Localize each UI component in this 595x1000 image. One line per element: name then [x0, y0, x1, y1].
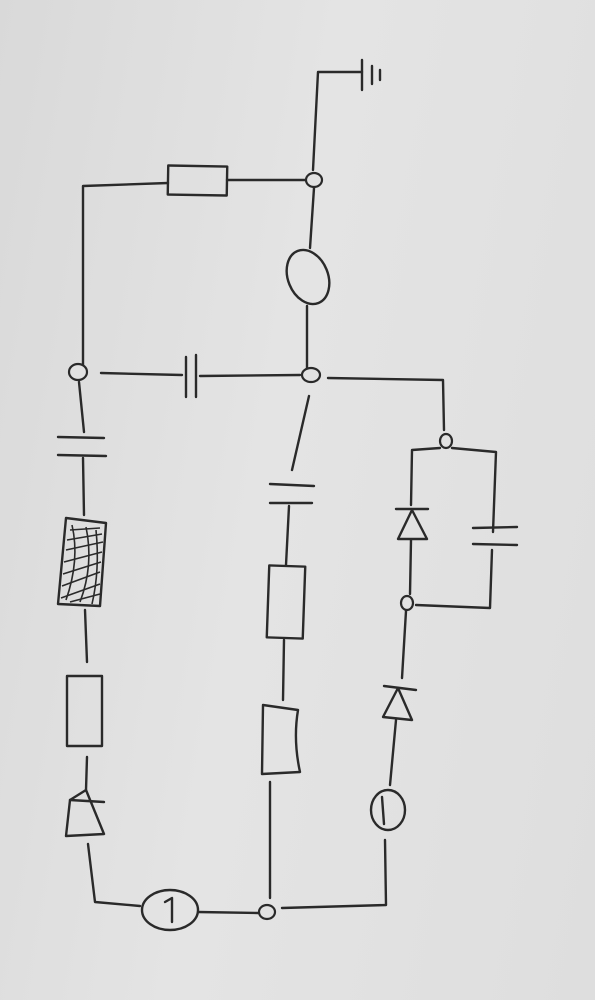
hatched-component — [56, 516, 108, 608]
wire-left-lower — [83, 608, 89, 664]
wire-top-vertical — [308, 186, 316, 250]
wire-middle-mid — [284, 504, 291, 567]
diode-left — [64, 788, 106, 838]
capacitor-horizontal — [184, 353, 198, 399]
wire-right-top — [326, 376, 446, 432]
wire-right-split — [450, 446, 498, 534]
wire-left-diode — [84, 755, 89, 792]
node-center — [300, 366, 322, 384]
wire-top-left — [81, 181, 170, 368]
meter-right — [369, 788, 407, 832]
node-right-top — [438, 432, 454, 450]
wire-right-cap-bottom — [414, 548, 494, 610]
wire-right-bottom — [280, 838, 388, 910]
resistor-middle-upper — [265, 564, 307, 640]
node-right-mid — [399, 594, 415, 612]
wire-right-to-meter — [388, 718, 398, 787]
ground-symbol — [311, 58, 382, 172]
capacitor-right — [471, 525, 519, 547]
oval-component — [285, 248, 331, 306]
diode-right-lower — [381, 684, 418, 722]
resistor-top — [166, 164, 229, 197]
node-bottom — [257, 903, 277, 921]
wire-cap-horizontal-left — [99, 371, 184, 377]
capacitor-left — [56, 435, 108, 458]
wire-right-split-left — [409, 446, 442, 507]
wire-cap-horizontal-right — [198, 373, 302, 378]
wire-right-lower — [400, 609, 408, 680]
node-top — [304, 171, 324, 189]
capacitor-middle — [268, 482, 316, 505]
meter-bottom — [140, 888, 200, 932]
node-left — [67, 362, 89, 382]
resistor-middle-lower — [260, 703, 302, 776]
resistor-left — [65, 674, 104, 748]
wire-middle-upper — [290, 394, 311, 472]
wire-bottom-right — [196, 910, 260, 915]
wire-left-upper — [77, 380, 86, 434]
wire-left-mid — [81, 456, 86, 517]
wire-left-bottom — [86, 842, 142, 908]
wire-middle-between — [281, 638, 286, 702]
diode-right-upper — [394, 507, 430, 596]
